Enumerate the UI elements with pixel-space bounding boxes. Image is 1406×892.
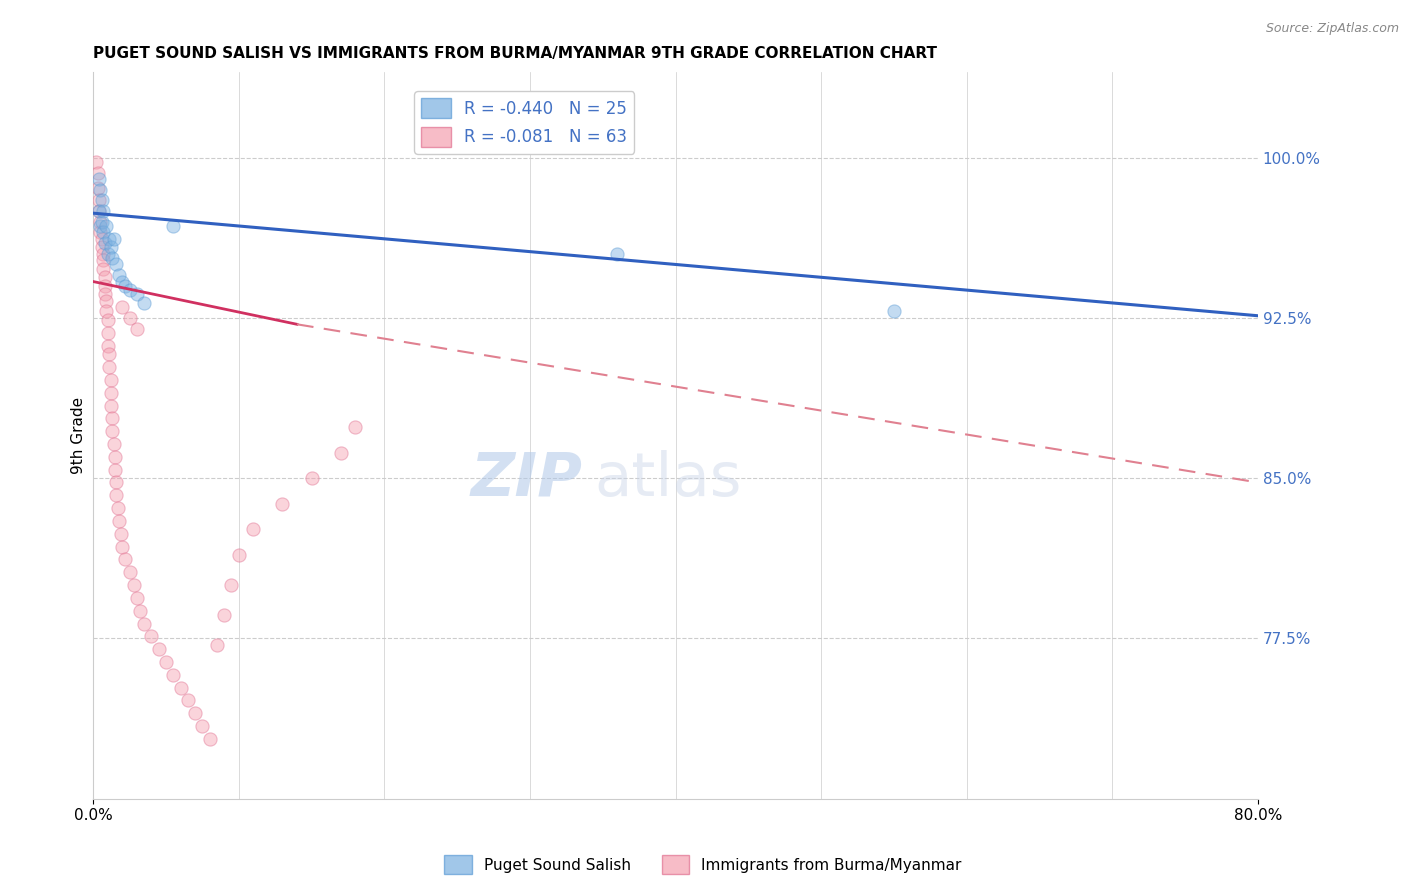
Point	[118, 283, 141, 297]
Point	[94, 270, 117, 285]
Point	[104, 450, 127, 464]
Point	[111, 275, 134, 289]
Point	[118, 565, 141, 579]
Point	[198, 731, 221, 746]
Point	[93, 226, 115, 240]
Point	[90, 232, 112, 246]
Point	[271, 497, 294, 511]
Point	[103, 232, 125, 246]
Point	[105, 257, 128, 271]
Point	[96, 219, 118, 233]
Legend: Puget Sound Salish, Immigrants from Burma/Myanmar: Puget Sound Salish, Immigrants from Burm…	[439, 849, 967, 880]
Point	[101, 251, 124, 265]
Point	[97, 326, 120, 340]
Point	[141, 629, 163, 643]
Point	[128, 604, 150, 618]
Point	[125, 287, 148, 301]
Point	[87, 194, 110, 208]
Point	[162, 219, 184, 233]
Point	[96, 304, 118, 318]
Point	[90, 215, 112, 229]
Point	[98, 232, 121, 246]
Point	[169, 681, 191, 695]
Point	[344, 420, 367, 434]
Point	[100, 373, 122, 387]
Y-axis label: 9th Grade: 9th Grade	[72, 397, 86, 474]
Text: atlas: atlas	[593, 450, 741, 508]
Point	[125, 321, 148, 335]
Point	[134, 296, 156, 310]
Point	[90, 240, 112, 254]
Point	[103, 437, 125, 451]
Point	[134, 616, 156, 631]
Point	[100, 240, 122, 254]
Point	[93, 204, 115, 219]
Point	[205, 638, 228, 652]
Point	[114, 278, 136, 293]
Point	[110, 526, 132, 541]
Point	[155, 655, 177, 669]
Point	[118, 310, 141, 325]
Point	[90, 194, 112, 208]
Point	[87, 172, 110, 186]
Point	[94, 278, 117, 293]
Point	[105, 475, 128, 490]
Point	[107, 501, 129, 516]
Point	[101, 424, 124, 438]
Point	[93, 261, 115, 276]
Point	[89, 226, 111, 240]
Point	[191, 719, 214, 733]
Legend: R = -0.440   N = 25, R = -0.081   N = 63: R = -0.440 N = 25, R = -0.081 N = 63	[415, 91, 634, 153]
Point	[84, 154, 107, 169]
Point	[97, 246, 120, 260]
Point	[86, 165, 108, 179]
Point	[125, 591, 148, 605]
Point	[101, 411, 124, 425]
Text: PUGET SOUND SALISH VS IMMIGRANTS FROM BURMA/MYANMAR 9TH GRADE CORRELATION CHART: PUGET SOUND SALISH VS IMMIGRANTS FROM BU…	[93, 46, 938, 62]
Point	[212, 607, 235, 622]
Text: ZIP: ZIP	[471, 450, 582, 508]
Point	[606, 246, 628, 260]
Point	[93, 246, 115, 260]
Point	[86, 180, 108, 194]
Point	[111, 300, 134, 314]
Point	[301, 471, 323, 485]
Point	[98, 359, 121, 374]
Point	[108, 514, 131, 528]
Point	[93, 253, 115, 268]
Point	[104, 462, 127, 476]
Point	[184, 706, 207, 721]
Point	[89, 215, 111, 229]
Point	[98, 347, 121, 361]
Point	[228, 548, 250, 562]
Point	[108, 268, 131, 282]
Point	[105, 488, 128, 502]
Point	[177, 693, 200, 707]
Point	[96, 293, 118, 308]
Text: Source: ZipAtlas.com: Source: ZipAtlas.com	[1265, 22, 1399, 36]
Point	[122, 578, 145, 592]
Point	[94, 236, 117, 251]
Point	[883, 304, 905, 318]
Point	[87, 204, 110, 219]
Point	[329, 445, 352, 459]
Point	[94, 287, 117, 301]
Point	[97, 339, 120, 353]
Point	[114, 552, 136, 566]
Point	[242, 523, 264, 537]
Point	[97, 313, 120, 327]
Point	[89, 219, 111, 233]
Point	[111, 540, 134, 554]
Point	[100, 385, 122, 400]
Point	[162, 668, 184, 682]
Point	[89, 183, 111, 197]
Point	[221, 578, 243, 592]
Point	[148, 642, 170, 657]
Point	[100, 399, 122, 413]
Point	[87, 204, 110, 219]
